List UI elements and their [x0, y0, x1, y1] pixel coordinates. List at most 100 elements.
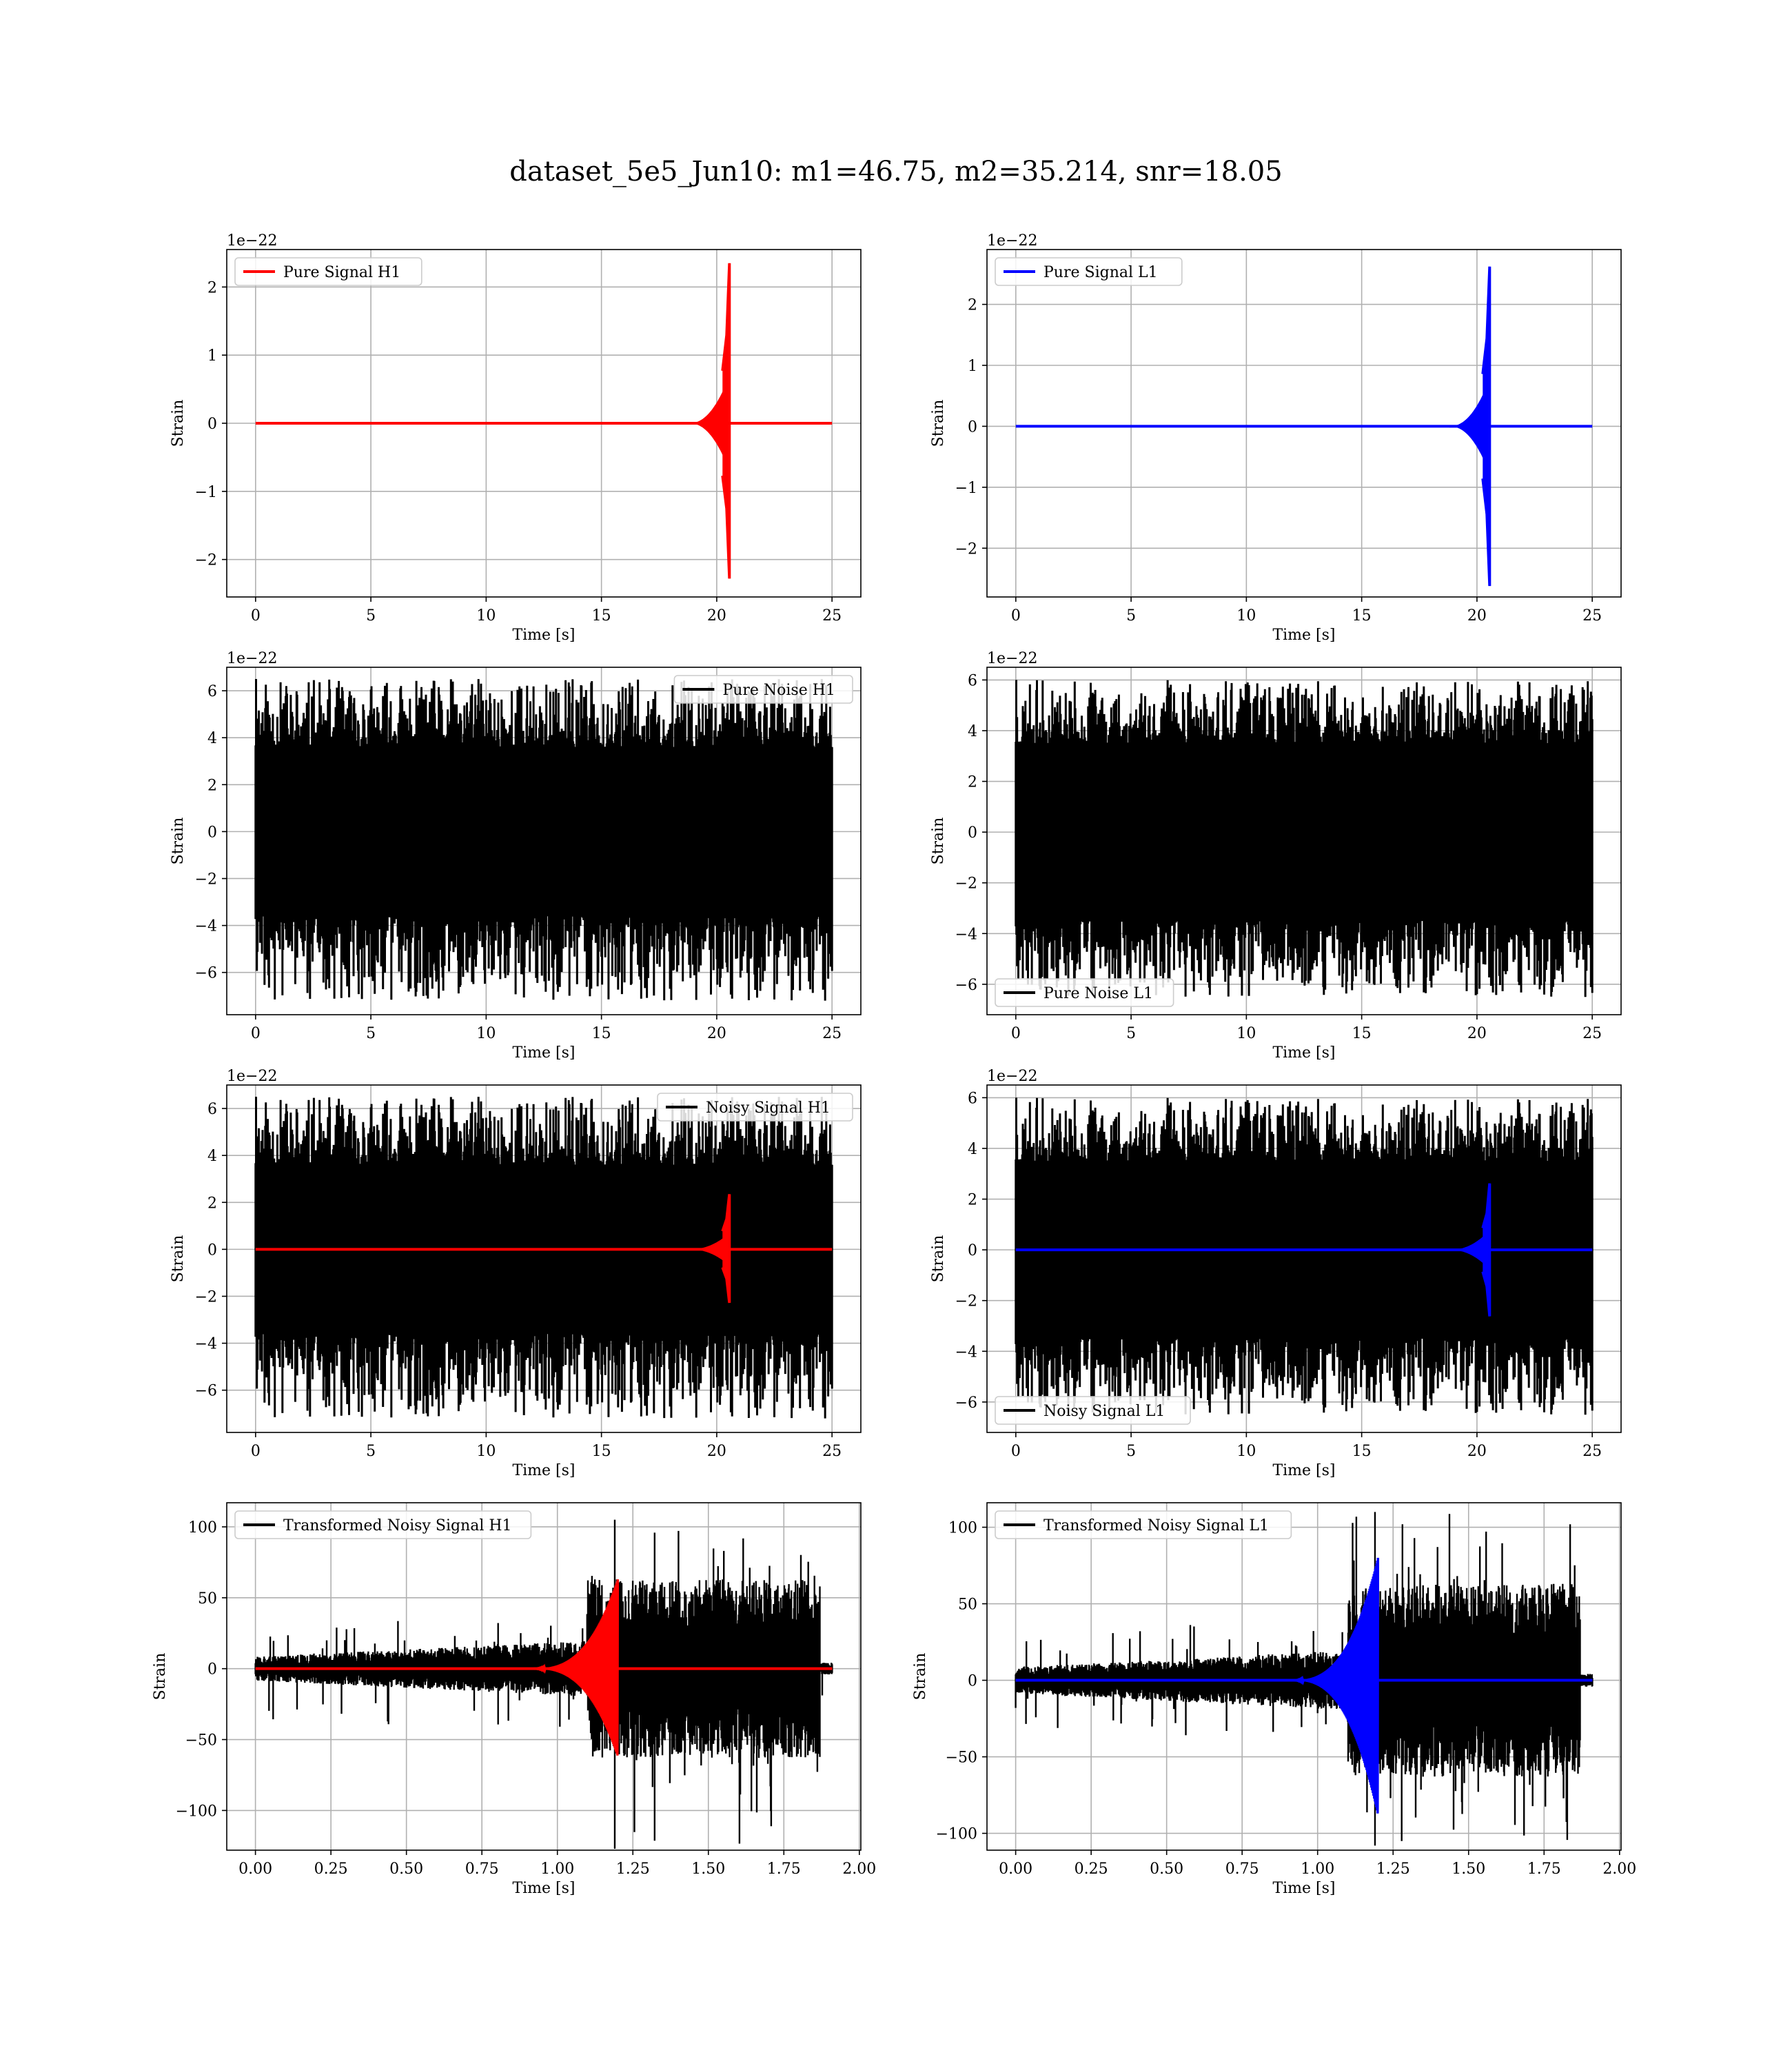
legend-label: Noisy Signal L1 — [1043, 1403, 1165, 1420]
x-tick-label: 15 — [1352, 1025, 1372, 1042]
legend: Pure Signal H1 — [234, 257, 422, 286]
y-axis-label: Strain — [170, 1235, 187, 1283]
subplot-ns_h1: 0 5 10 15 20 25 −6 −4 −2 0 2 4 6 Time [s] Strain 1e−22 N… — [170, 1068, 862, 1479]
x-tick-label: 5 — [366, 1443, 376, 1460]
x-tick-label: 15 — [1352, 1443, 1372, 1460]
series-chirp — [1015, 1183, 1593, 1317]
y-tick-label: 0 — [968, 1242, 977, 1259]
x-tick-label: 2.00 — [1602, 1861, 1636, 1878]
y-tick-label: −2 — [955, 540, 977, 558]
y-tick-label: 50 — [198, 1590, 217, 1608]
x-tick-label: 1.25 — [616, 1861, 650, 1878]
x-tick-label: 0 — [1011, 1025, 1021, 1042]
offset-label: 1e−22 — [227, 650, 277, 667]
y-tick-label: 0 — [968, 824, 977, 842]
series-chirp — [1015, 266, 1593, 587]
x-axis-label: Time [s] — [1272, 1880, 1335, 1897]
y-tick-label: −50 — [185, 1732, 217, 1750]
offset-label: 1e−22 — [987, 650, 1037, 667]
y-tick-label: 4 — [968, 1141, 977, 1158]
plot-area — [255, 263, 833, 579]
plot-area — [1015, 1512, 1594, 1846]
chirp-peak — [1481, 266, 1491, 587]
x-tick-label: 25 — [822, 1443, 842, 1460]
y-axis-label: Strain — [170, 400, 187, 447]
y-tick-label: 6 — [968, 672, 977, 689]
y-tick-label: −6 — [955, 977, 977, 994]
y-tick-label: 1 — [207, 347, 217, 365]
offset-label: 1e−22 — [987, 1068, 1037, 1085]
y-tick-label: 0 — [207, 416, 217, 433]
x-tick-label: 20 — [707, 1443, 726, 1460]
y-tick-label: −2 — [955, 1293, 977, 1310]
y-tick-label: 2 — [968, 1192, 977, 1209]
x-tick-label: 5 — [366, 1025, 376, 1042]
y-tick-label: −6 — [195, 1383, 217, 1400]
x-tick-label: 20 — [707, 607, 726, 625]
series-noise — [254, 1097, 833, 1419]
y-tick-label: 2 — [207, 1195, 217, 1212]
y-tick-label: 100 — [188, 1519, 217, 1537]
legend-label: Transformed Noisy Signal L1 — [1043, 1517, 1269, 1534]
y-tick-label: −4 — [195, 1336, 217, 1353]
subplot-tn_l1: 0.00 0.25 0.50 0.75 1.00 1.25 1.50 1.75 2.00 −100… — [912, 1502, 1636, 1897]
y-tick-label: 0 — [207, 824, 217, 841]
x-tick-label: 10 — [476, 1025, 496, 1042]
x-tick-label: 10 — [476, 607, 496, 625]
chirp-peak — [1481, 1183, 1491, 1317]
y-tick-label: 4 — [207, 1148, 217, 1165]
x-tick-label: 0 — [251, 1025, 261, 1042]
y-tick-label: 0 — [207, 1661, 217, 1679]
chirp-envelope — [1449, 1231, 1489, 1268]
legend-box — [673, 675, 853, 704]
subplot-pn_l1: 0 5 10 15 20 25 −6 −4 −2 0 2 4 6 Time [s] Strain 1e−22 P… — [930, 650, 1622, 1062]
legend-box — [995, 257, 1183, 286]
y-tick-label: 2 — [207, 279, 217, 296]
y-tick-label: −4 — [955, 926, 977, 943]
y-tick-label: 6 — [207, 1101, 217, 1118]
plot-area — [1015, 266, 1593, 587]
y-axis-label: Strain — [170, 818, 187, 865]
chirp-envelope — [1449, 381, 1489, 472]
series-noise — [1015, 1097, 1594, 1415]
legend: Pure Noise L1 — [995, 978, 1174, 1007]
x-tick-label: 0.50 — [389, 1861, 423, 1878]
plot-area — [1015, 1097, 1594, 1415]
plot-area — [254, 1097, 833, 1419]
legend-box — [995, 978, 1174, 1007]
x-tick-label: 0.75 — [465, 1861, 499, 1878]
x-tick-label: 25 — [822, 607, 842, 625]
x-tick-label: 0 — [251, 1443, 261, 1460]
x-axis-label: Time [s] — [1272, 1044, 1335, 1062]
x-tick-label: 20 — [1467, 1025, 1487, 1042]
offset-label: 1e−22 — [987, 232, 1037, 250]
axes-frame — [986, 667, 1622, 1015]
y-tick-label: 0 — [207, 1241, 217, 1259]
y-tick-label: 1 — [968, 358, 977, 375]
series-noise — [254, 679, 833, 1001]
x-axis-label: Time [s] — [512, 1880, 575, 1897]
legend: Pure Noise H1 — [673, 675, 853, 704]
legend-label: Transformed Noisy Signal H1 — [283, 1517, 512, 1534]
x-tick-label: 5 — [1126, 1443, 1136, 1460]
x-tick-label: 1.00 — [540, 1861, 574, 1878]
x-tick-label: 0.25 — [1075, 1861, 1108, 1878]
series-chirp — [255, 263, 833, 579]
y-tick-label: 6 — [207, 683, 217, 700]
x-tick-label: 0.25 — [314, 1861, 348, 1878]
x-tick-label: 5 — [366, 607, 376, 625]
chirp-trace — [1287, 1557, 1380, 1814]
x-tick-label: 25 — [1582, 1025, 1602, 1042]
series-noise — [1015, 680, 1594, 997]
x-tick-label: 10 — [476, 1443, 496, 1460]
legend-box — [657, 1093, 853, 1122]
y-tick-label: 2 — [968, 297, 977, 314]
noise-spikes — [1015, 680, 1594, 997]
x-tick-label: 0.50 — [1150, 1861, 1183, 1878]
x-tick-label: 0.00 — [238, 1861, 272, 1878]
y-tick-label: −2 — [955, 875, 977, 893]
y-tick-label: 50 — [958, 1596, 977, 1614]
axes-frame — [226, 1502, 862, 1851]
axes-frame — [226, 667, 862, 1015]
legend-label: Pure Signal L1 — [1043, 264, 1158, 281]
